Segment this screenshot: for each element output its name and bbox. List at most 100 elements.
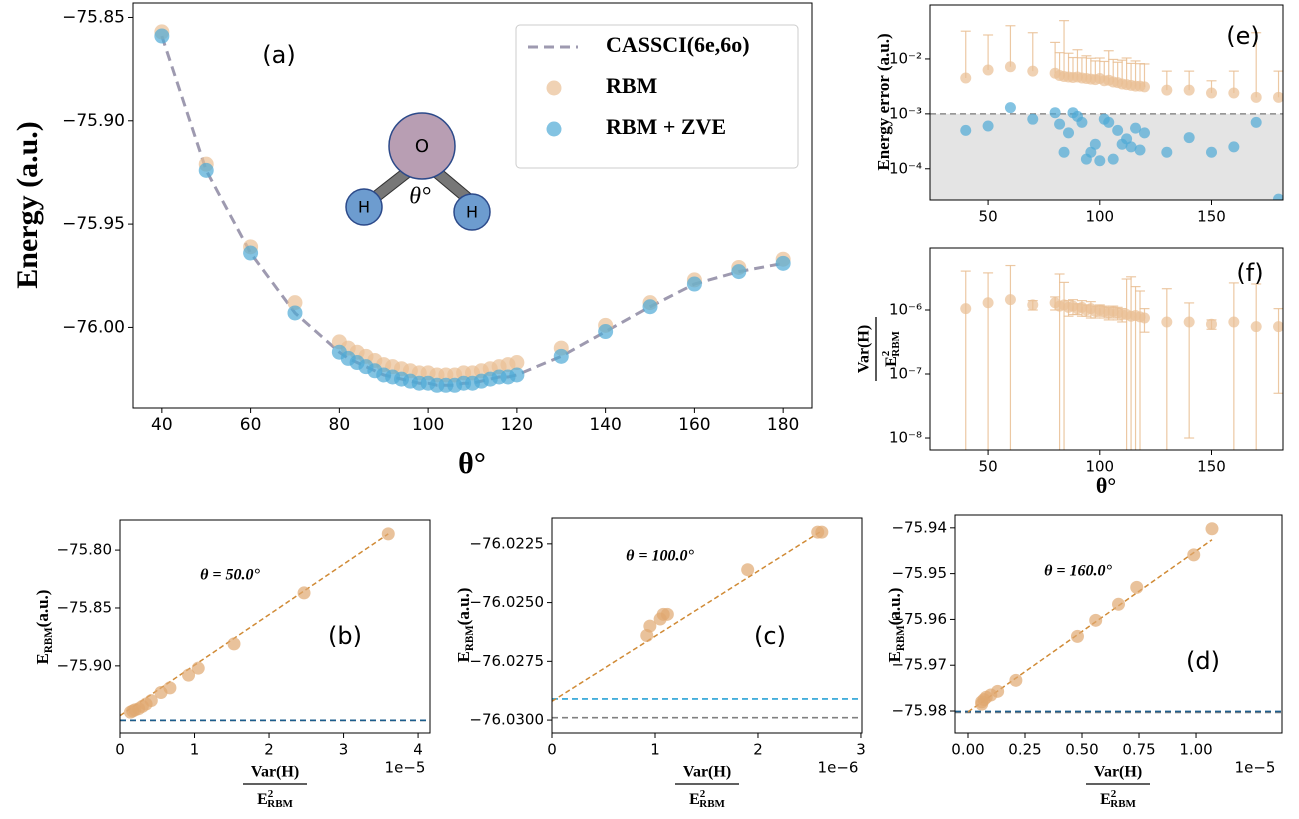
panel-label: (c)	[754, 622, 786, 650]
denominator-sub: RBM	[1110, 798, 1136, 810]
x-tick-label: 150	[1197, 208, 1226, 226]
data-point	[982, 64, 994, 76]
data-point	[1004, 294, 1016, 306]
x-tick-label: 40	[151, 415, 173, 435]
axis-label: θ°	[458, 447, 486, 480]
atom-label: O	[415, 136, 429, 157]
data-point	[1112, 124, 1124, 136]
denominator-base: E	[689, 791, 700, 808]
legend-label: CASSCI(6e,6o)	[606, 32, 750, 57]
data-point	[1205, 522, 1219, 536]
data-point	[1004, 102, 1016, 114]
y-tick-label: 10⁻³	[889, 104, 922, 122]
data-point	[1228, 141, 1240, 153]
y-tick-label: −76.0300	[469, 711, 544, 729]
data-point	[1206, 146, 1218, 158]
data-point	[1250, 321, 1262, 333]
data-point	[1049, 107, 1061, 119]
x-tick-label: 60	[240, 415, 262, 435]
data-point	[1130, 122, 1142, 134]
denominator-sub: RBM	[890, 330, 902, 356]
x-tick-label: 0.50	[1065, 741, 1098, 759]
y-tick-label: −75.94	[891, 518, 947, 536]
denominator-base: E	[1100, 791, 1111, 808]
data-point	[741, 563, 755, 577]
data-point	[1107, 153, 1119, 165]
x-tick-label: 100	[412, 415, 444, 435]
data-point	[1085, 146, 1097, 158]
axis-label: ERBM(a.u.)	[33, 590, 55, 665]
axes-frame	[954, 514, 1283, 734]
data-point	[640, 628, 654, 642]
data-point	[509, 367, 525, 383]
axes-frame	[132, 2, 813, 409]
x-tick-label: 2	[753, 741, 763, 759]
x-tick-label: 2	[264, 741, 274, 759]
data-point	[1103, 116, 1115, 128]
data-point	[1134, 144, 1146, 156]
data-point	[227, 637, 241, 651]
y-tick-label: 10⁻⁴	[889, 159, 922, 177]
y-tick-label: −76.0225	[469, 534, 544, 552]
data-point	[598, 324, 614, 340]
x-tick-label: 50	[979, 208, 998, 226]
oxygen-atom	[388, 112, 456, 180]
x-tick-label: 0	[547, 741, 557, 759]
x-tick-label: 100	[1085, 208, 1114, 226]
x-tick-label: 4	[413, 741, 423, 759]
label-sub: RBM	[43, 627, 55, 653]
data-point	[960, 124, 972, 136]
data-point	[1112, 597, 1125, 611]
data-point	[1250, 91, 1262, 103]
label-main: E	[885, 651, 904, 662]
data-point	[1070, 629, 1084, 643]
x-tick-label: 0.25	[1008, 741, 1041, 759]
atom-label: H	[466, 203, 478, 222]
denominator-sup: 2	[880, 350, 892, 356]
axis-label: Energy (a.u.)	[11, 121, 44, 289]
data-point	[982, 297, 994, 309]
y-tick-label: −75.85	[62, 7, 125, 27]
fraction-numerator: Var(H)	[251, 764, 299, 781]
plot-area	[955, 522, 1282, 714]
annotation: θ = 160.0°	[1044, 563, 1112, 580]
data-point	[1273, 193, 1283, 200]
y-tick-label: −75.98	[891, 702, 947, 720]
y-tick-label: −75.97	[891, 656, 947, 674]
y-tick-label: −75.95	[891, 564, 947, 582]
axis-label: ERBM(a.u.)	[454, 588, 476, 663]
series-line	[552, 531, 821, 702]
legend-swatch	[546, 80, 562, 96]
x-tick-label: 0.00	[951, 741, 984, 759]
x-tick-label: 1.00	[1179, 741, 1212, 759]
data-point	[1058, 146, 1070, 158]
denominator-sup: 2	[1111, 788, 1117, 800]
label-sub: RBM	[895, 625, 907, 651]
denominator-sup: 2	[268, 788, 274, 800]
x-offset-label: 1e−6	[818, 759, 859, 777]
denominator-sub: RBM	[699, 798, 725, 810]
axis-label: Energy error (a.u.)	[874, 33, 893, 170]
fraction-numerator: Var(H)	[683, 764, 731, 781]
data-point	[123, 705, 137, 719]
data-point	[1138, 81, 1150, 93]
x-tick-label: 100	[1085, 458, 1114, 476]
panel-label: (e)	[1226, 22, 1260, 50]
data-point	[1273, 91, 1283, 103]
data-point	[1161, 146, 1173, 158]
data-point	[1004, 61, 1016, 73]
plot-area	[552, 525, 862, 719]
y-tick-label: −76.0275	[469, 652, 544, 670]
x-tick-label: 180	[767, 415, 799, 435]
x-tick-label: 120	[501, 415, 533, 435]
x-tick-label: 3	[856, 741, 866, 759]
y-tick-label: 10⁻⁸	[889, 429, 922, 447]
data-point	[960, 303, 972, 315]
legend-label: RBM	[606, 73, 658, 98]
y-tick-label: −75.90	[56, 656, 112, 674]
data-point	[287, 295, 303, 311]
label-rest: (a.u.)	[33, 590, 52, 628]
x-tick-label: 0.75	[1122, 741, 1155, 759]
